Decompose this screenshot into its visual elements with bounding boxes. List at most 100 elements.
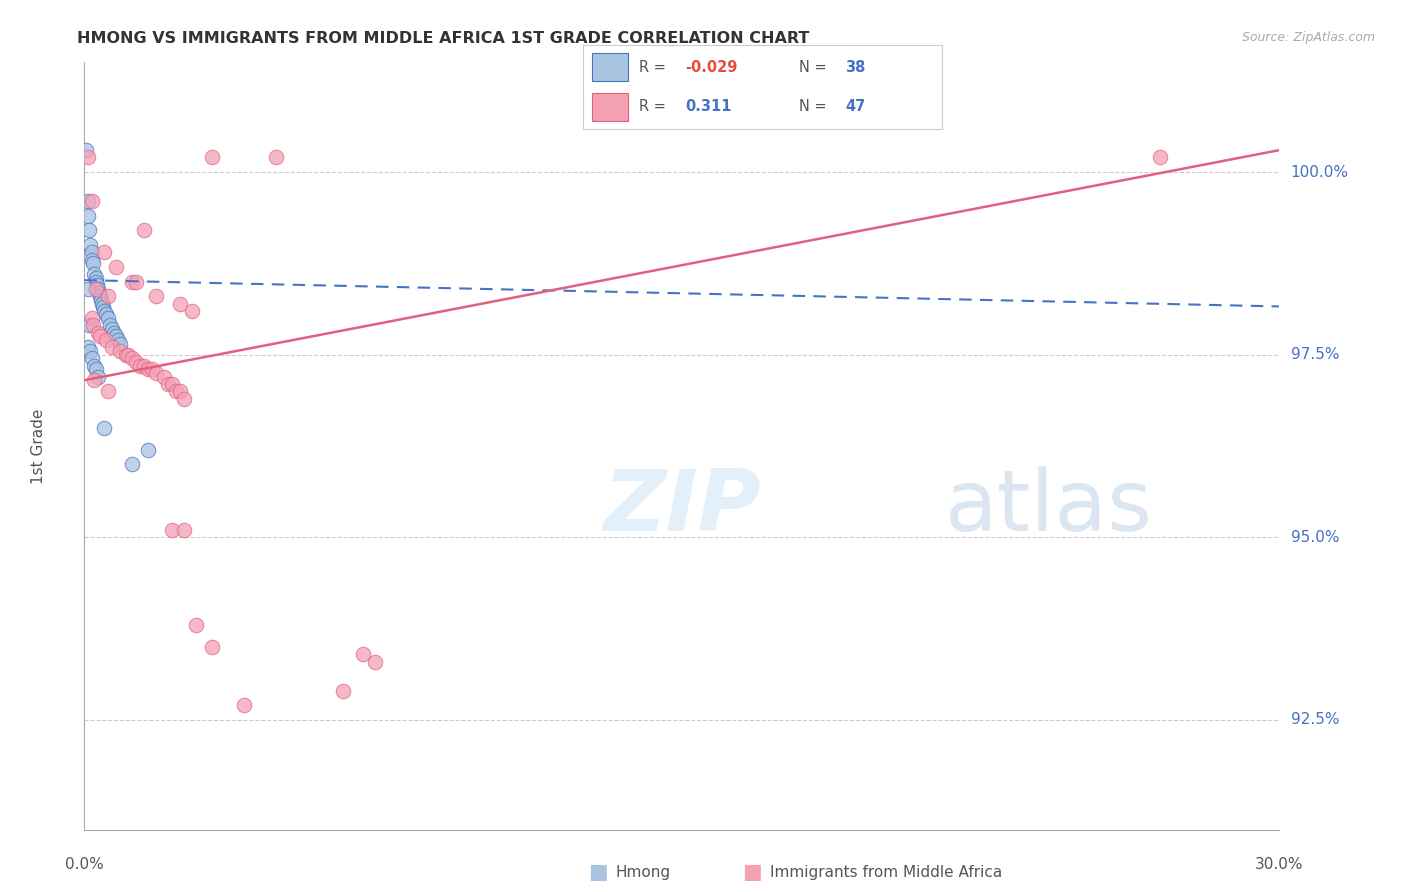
Text: 0.0%: 0.0%	[65, 857, 104, 872]
Text: ■: ■	[742, 863, 762, 882]
Point	[160, 523, 183, 537]
Text: 0.311: 0.311	[686, 99, 733, 114]
Text: Hmong: Hmong	[616, 865, 671, 880]
Point	[84, 271, 107, 285]
Point	[87, 369, 110, 384]
Point	[121, 275, 143, 289]
Point	[125, 355, 148, 369]
Text: 47: 47	[845, 99, 866, 114]
Point	[201, 150, 224, 164]
Point	[136, 362, 159, 376]
Point	[173, 523, 195, 537]
Point	[1149, 150, 1171, 164]
Point	[110, 336, 132, 351]
Text: -0.029: -0.029	[686, 60, 738, 75]
Point	[83, 373, 105, 387]
Point	[232, 698, 254, 713]
Point	[76, 194, 98, 209]
Point	[165, 384, 187, 399]
Point	[98, 318, 121, 333]
Point	[87, 326, 110, 340]
Point	[145, 289, 167, 303]
Point	[89, 285, 111, 300]
Point	[82, 194, 104, 209]
Point	[79, 238, 101, 252]
Point	[77, 318, 100, 333]
Point	[129, 359, 152, 373]
Point	[83, 268, 105, 282]
Text: N =: N =	[799, 60, 831, 75]
Point	[352, 647, 374, 661]
Text: 38: 38	[845, 60, 866, 75]
Text: ■: ■	[588, 863, 607, 882]
Point	[86, 275, 108, 289]
Point	[101, 322, 124, 336]
Point	[82, 252, 104, 267]
Point	[76, 340, 98, 354]
Text: N =: N =	[799, 99, 831, 114]
Text: 1st Grade: 1st Grade	[31, 409, 46, 483]
Point	[117, 348, 139, 362]
Point	[132, 359, 156, 373]
Bar	[592, 93, 628, 120]
Point	[160, 376, 183, 391]
Point	[75, 143, 97, 157]
Point	[121, 351, 143, 366]
Point	[169, 296, 191, 310]
Text: HMONG VS IMMIGRANTS FROM MIDDLE AFRICA 1ST GRADE CORRELATION CHART: HMONG VS IMMIGRANTS FROM MIDDLE AFRICA 1…	[77, 31, 810, 46]
Point	[89, 289, 111, 303]
Point	[181, 303, 204, 318]
Point	[90, 293, 112, 307]
Point	[80, 311, 103, 326]
Point	[86, 278, 108, 293]
Point	[110, 344, 132, 359]
Point	[97, 384, 120, 399]
Point	[96, 308, 118, 322]
Point	[91, 296, 114, 310]
Point	[79, 344, 101, 359]
Point	[89, 329, 111, 343]
Point	[107, 333, 129, 347]
Text: atlas: atlas	[945, 466, 1153, 549]
Point	[201, 640, 224, 654]
Point	[184, 618, 207, 632]
Point	[82, 256, 104, 270]
Point	[103, 326, 125, 340]
Point	[157, 376, 180, 391]
Bar	[592, 54, 628, 81]
Text: 95.0%: 95.0%	[1291, 530, 1339, 545]
Text: Immigrants from Middle Africa: Immigrants from Middle Africa	[770, 865, 1002, 880]
Point	[83, 359, 105, 373]
Point	[136, 442, 159, 457]
Text: R =: R =	[640, 60, 671, 75]
Point	[173, 392, 195, 406]
Point	[80, 245, 103, 260]
Point	[82, 318, 104, 333]
Point	[115, 348, 138, 362]
Text: ZIP: ZIP	[603, 466, 761, 549]
Point	[145, 366, 167, 380]
Point	[97, 289, 120, 303]
Point	[93, 300, 115, 314]
Point	[77, 150, 100, 164]
Point	[153, 369, 176, 384]
Point	[93, 303, 115, 318]
Point	[93, 245, 115, 260]
Point	[96, 333, 118, 347]
Text: 97.5%: 97.5%	[1291, 347, 1339, 362]
Point	[141, 362, 163, 376]
Point	[364, 655, 387, 669]
Point	[82, 351, 104, 366]
Point	[105, 329, 128, 343]
Text: R =: R =	[640, 99, 671, 114]
Point	[86, 282, 108, 296]
Point	[169, 384, 191, 399]
Point	[87, 282, 110, 296]
Text: 30.0%: 30.0%	[1256, 857, 1303, 872]
Point	[77, 209, 100, 223]
Point	[125, 275, 148, 289]
Point	[264, 150, 287, 164]
Point	[97, 311, 120, 326]
Point	[132, 223, 156, 237]
Point	[77, 223, 100, 237]
